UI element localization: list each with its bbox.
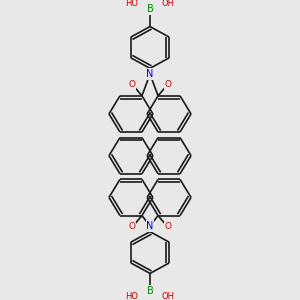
Text: O: O bbox=[128, 80, 135, 89]
Text: HO: HO bbox=[125, 0, 139, 8]
Text: OH: OH bbox=[161, 292, 175, 300]
Text: B: B bbox=[147, 4, 153, 14]
Text: HO: HO bbox=[125, 292, 139, 300]
Text: O: O bbox=[165, 80, 172, 89]
Text: N: N bbox=[146, 69, 154, 79]
Text: O: O bbox=[128, 223, 135, 232]
Text: N: N bbox=[146, 221, 154, 231]
Text: O: O bbox=[165, 223, 172, 232]
Text: OH: OH bbox=[161, 0, 175, 8]
Text: B: B bbox=[147, 286, 153, 296]
